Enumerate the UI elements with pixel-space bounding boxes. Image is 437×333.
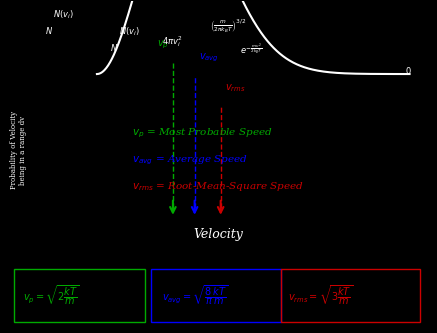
Text: $N$: $N$ [45, 25, 53, 36]
Text: $N(v_i)$: $N(v_i)$ [118, 25, 139, 38]
Text: $v_p$ = Most Probable Speed: $v_p$ = Most Probable Speed [132, 127, 272, 140]
Text: $v_{avg}$ = Average Speed: $v_{avg}$ = Average Speed [132, 153, 248, 166]
Text: 0: 0 [405, 67, 410, 76]
Text: $v_{rms}$: $v_{rms}$ [225, 82, 246, 94]
Text: Velocity: Velocity [194, 228, 243, 241]
Text: $e^{-\frac{mv^2}{2k_BT}}$: $e^{-\frac{mv^2}{2k_BT}}$ [240, 42, 263, 57]
Text: $v_p$: $v_p$ [157, 39, 169, 51]
Text: $v_{rms} = \sqrt{3\dfrac{kT}{m}}$: $v_{rms} = \sqrt{3\dfrac{kT}{m}}$ [288, 283, 353, 307]
Text: $v_p = \sqrt{2\dfrac{kT}{m}}$: $v_p = \sqrt{2\dfrac{kT}{m}}$ [23, 283, 80, 307]
Text: $\left(\frac{m}{2\pi k_B T}\right)^{3/2}$: $\left(\frac{m}{2\pi k_B T}\right)^{3/2}… [210, 17, 246, 35]
Text: $v_{avg} = \sqrt{\dfrac{8\,kT}{\pi\,m}}$: $v_{avg} = \sqrt{\dfrac{8\,kT}{\pi\,m}}$ [162, 283, 229, 307]
Text: $N$: $N$ [110, 42, 118, 53]
Text: Probability of Velocity
being in a range dv: Probability of Velocity being in a range… [10, 111, 28, 189]
Text: $N(v_i)$: $N(v_i)$ [53, 9, 74, 21]
Text: $v_{avg}$: $v_{avg}$ [199, 52, 219, 64]
Text: $4\pi v_i^2$: $4\pi v_i^2$ [162, 34, 183, 49]
Text: $v_{rms}$ = Root-Mean-Square Speed: $v_{rms}$ = Root-Mean-Square Speed [132, 180, 304, 193]
